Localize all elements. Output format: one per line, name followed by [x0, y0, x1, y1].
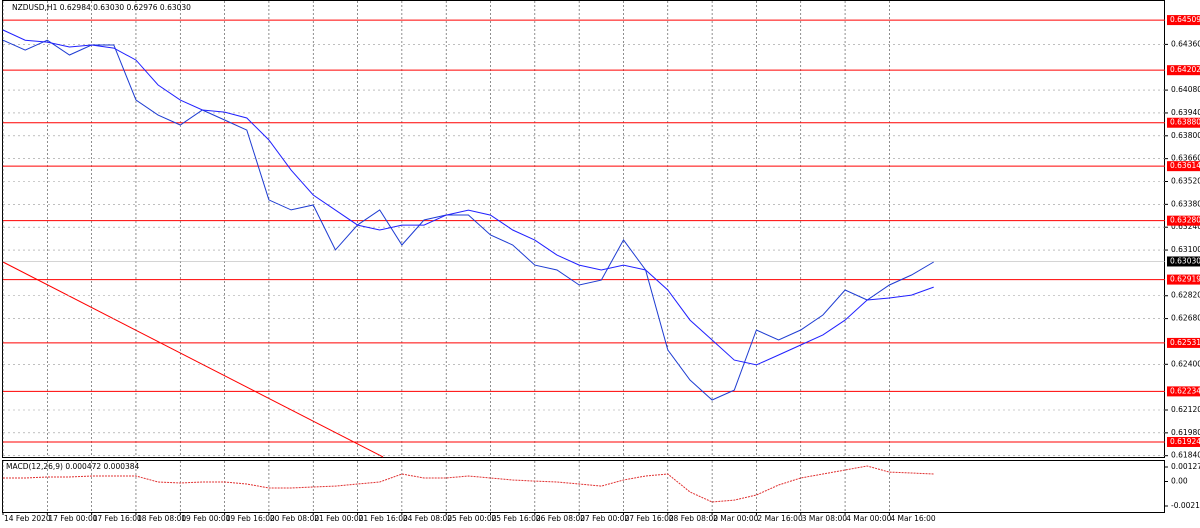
y-tick-label: 0.63660: [1171, 154, 1200, 163]
y-tick-label: 0.62400: [1171, 359, 1200, 368]
x-tick-label: 17 Feb 16:00: [93, 514, 142, 523]
y-tick-label: 0.61980: [1171, 428, 1200, 437]
level-label: 0.64202: [1170, 65, 1200, 74]
level-label: 0.61924: [1170, 437, 1200, 446]
series-line: [3, 465, 934, 503]
y-tick-label: 0.63240: [1171, 222, 1200, 231]
x-tick-label: 2 Mar 00:00: [713, 514, 759, 523]
level-label: 0.62234: [1170, 386, 1200, 395]
y-tick-label: 0.63100: [1171, 245, 1200, 254]
current-price-label: 0.63030: [1170, 256, 1200, 265]
level-label: 0.62531: [1170, 338, 1200, 347]
macd-panel: [2, 460, 1165, 513]
x-tick-label: 21 Feb 16:00: [359, 514, 408, 523]
y-tick-label: 0.64080: [1171, 85, 1200, 94]
level-label-box: [1167, 274, 1200, 285]
x-tick-label: 25 Feb 00:00: [447, 514, 496, 523]
macd-y-tick-label: 0.00: [1171, 477, 1188, 486]
macd-y-tick-label: 0.001274: [1171, 462, 1200, 471]
x-tick-label: 20 Feb 08:00: [270, 514, 319, 523]
series-line: [2, 39, 934, 401]
x-tick-label: 17 Feb 00:00: [48, 514, 97, 523]
y-tick-label: 0.62120: [1171, 405, 1200, 414]
x-tick-label: 21 Feb 00:00: [314, 514, 363, 523]
x-tick-label: 25 Feb 16:00: [492, 514, 541, 523]
x-tick-label: 2 Mar 16:00: [757, 514, 803, 523]
y-tick-label: 0.63800: [1171, 131, 1200, 140]
y-tick-label: 0.63520: [1171, 176, 1200, 185]
level-label: 0.63280: [1170, 216, 1200, 225]
x-tick-label: 24 Feb 08:00: [403, 514, 452, 523]
main-panel: [2, 0, 1165, 458]
level-label: 0.62919: [1170, 275, 1200, 284]
x-tick-label: 3 Mar 08:00: [802, 514, 848, 523]
level-label-box: [1167, 65, 1200, 76]
level-label: 0.64509: [1170, 15, 1200, 24]
x-tick-label: 19 Feb 00:00: [181, 514, 230, 523]
macd-title: MACD(12,26,9) 0.000472 0.000384: [6, 462, 140, 471]
current-price-box: [1167, 256, 1200, 267]
y-tick-label: 0.63940: [1171, 108, 1200, 117]
level-label-box: [1167, 436, 1200, 447]
level-label-box: [1167, 15, 1200, 26]
x-tick-label: 14 Feb 2020: [4, 514, 51, 523]
y-tick-label: 0.62680: [1171, 314, 1200, 323]
y-tick-label: 0.63380: [1171, 199, 1200, 208]
x-tick-label: 28 Feb 08:00: [669, 514, 718, 523]
x-tick-label: 26 Feb 08:00: [536, 514, 585, 523]
x-tick-label: 27 Feb 00:00: [580, 514, 629, 523]
x-tick-label: 18 Feb 08:00: [137, 514, 186, 523]
level-label-box: [1167, 337, 1200, 348]
y-tick-label: 0.61840: [1171, 451, 1200, 460]
y-tick-label: 0.64360: [1171, 39, 1200, 48]
macd-y-tick-label: -0.002153: [1171, 501, 1200, 510]
chart-title: NZDUSD,H1 0.62984 0.63030 0.62976 0.6303…: [12, 3, 191, 12]
level-label-box: [1167, 117, 1200, 128]
trend-line: [2, 261, 384, 458]
level-label-box: [1167, 386, 1200, 397]
x-tick-label: 19 Feb 16:00: [226, 514, 275, 523]
level-label-box: [1167, 215, 1200, 226]
level-label: 0.63880: [1170, 118, 1200, 127]
level-label-box: [1167, 161, 1200, 172]
x-tick-label: 4 Mar 16:00: [890, 514, 936, 523]
x-tick-label: 27 Feb 16:00: [624, 514, 673, 523]
y-tick-label: 0.62820: [1171, 291, 1200, 300]
series-line: [2, 29, 934, 366]
level-label: 0.63614: [1170, 161, 1200, 170]
x-tick-label: 4 Mar 00:00: [846, 514, 892, 523]
